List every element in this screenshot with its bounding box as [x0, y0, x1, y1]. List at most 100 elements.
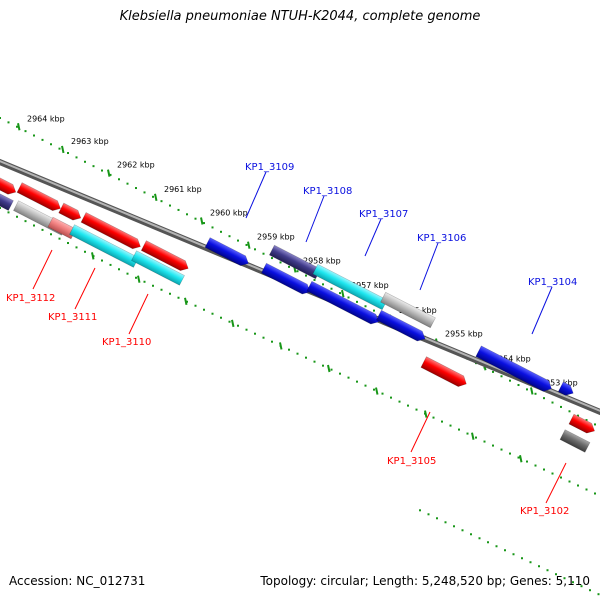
scale-dot: [67, 242, 69, 245]
scale-dot: [551, 401, 554, 404]
scale-dot: [228, 320, 231, 323]
scale-dot: [220, 316, 222, 319]
scale-dot: [415, 408, 418, 411]
gene-feature: [0, 191, 14, 211]
scale-dot: [101, 259, 103, 262]
accession-text: Accession: NC_012731: [9, 574, 146, 588]
gene-arrow-shape: [47, 216, 77, 240]
scale-dot: [509, 379, 511, 382]
scale-dot: [356, 300, 358, 303]
gene-label-reverse[interactable]: KP1_3102: [520, 506, 569, 517]
gene-label-forward[interactable]: KP1_3106: [417, 233, 466, 244]
scale-dot: [492, 370, 494, 373]
gene-label-connector: [128, 293, 149, 335]
genome-title: Klebsiella pneumoniae NTUH-K2044, comple…: [119, 9, 481, 24]
gene-feature: [312, 263, 388, 311]
gene-label-reverse[interactable]: KP1_3105: [387, 456, 436, 467]
gene-arrow-shape: [0, 191, 14, 211]
scale-dot: [135, 276, 137, 279]
scale-dot: [568, 480, 571, 483]
scale-dot: [526, 388, 528, 391]
gene-feature: [380, 291, 436, 329]
scale-dot: [0, 207, 1, 209]
gene-arrow-shape: [557, 381, 574, 396]
scale-dot: [143, 191, 146, 194]
scale-dot: [364, 384, 367, 387]
scale-dot: [220, 230, 222, 233]
scale-dot: [470, 533, 472, 536]
gene-feature: [69, 224, 139, 268]
scale-dot: [33, 134, 35, 137]
scale-dot: [305, 356, 307, 359]
scale-dot: [84, 250, 86, 253]
scale-dot: [16, 125, 18, 128]
gene-label-connector: [305, 195, 325, 243]
scale-dot: [597, 593, 600, 596]
scale-dot: [517, 456, 520, 459]
scale-dot: [305, 274, 307, 277]
gene-arrow-shape: [16, 182, 61, 211]
scale-dot: [373, 388, 375, 391]
gene-label-connector: [74, 267, 96, 310]
scale-dot: [441, 420, 443, 423]
scale-dot: [237, 239, 239, 242]
scale-dot: [444, 521, 447, 524]
scale-dot: [568, 410, 571, 413]
major-tick: [154, 193, 158, 202]
genome-summary-text: Topology: circular; Length: 5,248,520 bp…: [260, 574, 590, 588]
gene-label-forward[interactable]: KP1_3109: [245, 162, 294, 173]
gene-label-connector: [410, 411, 431, 453]
scale-dot: [478, 537, 481, 540]
gene-feature: [559, 429, 591, 453]
scale-dot: [58, 237, 61, 240]
scale-dot: [203, 308, 205, 311]
gene-feature: [375, 309, 426, 342]
major-tick: [519, 455, 523, 463]
gene-label-reverse[interactable]: KP1_3111: [48, 312, 97, 323]
gene-label-forward[interactable]: KP1_3107: [359, 209, 408, 220]
gene-label-forward[interactable]: KP1_3104: [528, 277, 577, 288]
gene-feature: [58, 202, 82, 221]
gene-label-forward[interactable]: KP1_3108: [303, 186, 352, 197]
scale-dot: [296, 270, 299, 273]
scale-dot: [152, 195, 154, 198]
scale-dot: [126, 182, 129, 185]
scale-dot: [577, 414, 579, 417]
scale-dot: [563, 577, 566, 580]
scale-dot: [41, 228, 44, 231]
scale-tick-label: 2957 kbp: [351, 281, 389, 290]
scale-dot: [41, 138, 44, 141]
scale-dot: [461, 529, 464, 532]
scale-dot: [546, 569, 549, 572]
scale-dot: [453, 525, 455, 528]
scale-dot: [203, 222, 205, 225]
gene-label-reverse[interactable]: KP1_3110: [102, 337, 151, 348]
scale-dot: [517, 384, 520, 387]
scale-dot: [589, 589, 591, 592]
gene-arrow-shape: [475, 345, 552, 392]
gene-label-connector: [419, 242, 439, 291]
scale-dot: [58, 147, 61, 150]
major-tick: [279, 342, 283, 350]
scale-dot: [492, 444, 494, 447]
scale-tick-label: 2958 kbp: [303, 256, 341, 265]
scale-dot: [475, 436, 477, 439]
scale-dot: [7, 121, 10, 124]
scale-dot: [534, 464, 537, 467]
scale-dot: [543, 397, 545, 400]
scale-dot: [538, 565, 540, 568]
scale-dot: [177, 208, 180, 211]
scale-dot: [495, 545, 498, 548]
gene-feature: [260, 262, 311, 295]
gene-feature: [557, 381, 574, 396]
scale-dot: [555, 573, 557, 576]
scale-tick-label: 2953 kbp: [540, 378, 578, 387]
scale-dot: [160, 288, 163, 291]
scale-dot: [75, 246, 78, 249]
scale-dot: [529, 561, 532, 564]
gene-arrow-shape: [140, 240, 189, 271]
scale-dot: [7, 211, 10, 214]
scale-dot: [585, 419, 588, 422]
gene-label-reverse[interactable]: KP1_3112: [6, 293, 55, 304]
scale-dot: [177, 296, 180, 299]
